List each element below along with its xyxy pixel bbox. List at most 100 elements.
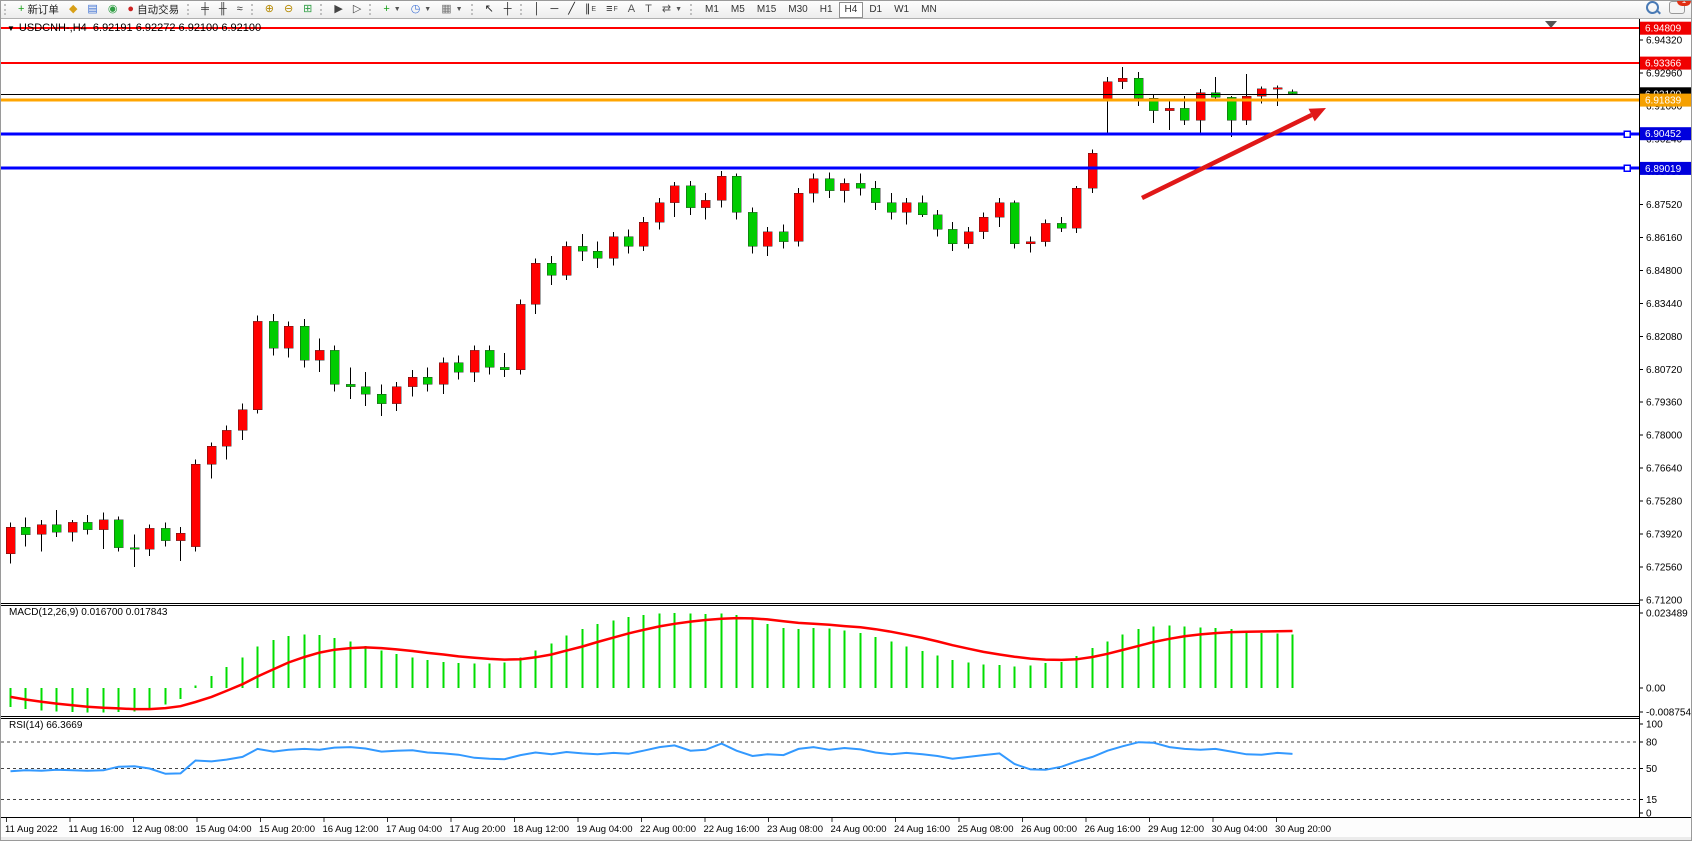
- candle: [917, 195, 928, 218]
- timeframe-h4-button[interactable]: H4: [838, 1, 864, 18]
- auto-scroll-button[interactable]: ▶: [329, 2, 347, 18]
- navigator-button[interactable]: ◉: [103, 2, 123, 18]
- hline-handle[interactable]: [1623, 130, 1631, 138]
- bar-chart-button[interactable]: ╪: [196, 2, 214, 18]
- zoom-out-button[interactable]: ⊖: [279, 2, 298, 18]
- toolbar-grip: [369, 4, 374, 15]
- macd-axis-label: 0.023489: [1646, 608, 1688, 619]
- candle-body: [762, 231, 773, 247]
- date-label: 30 Aug 20:00: [1275, 824, 1331, 835]
- tile-windows-button[interactable]: ⊞: [298, 2, 317, 18]
- new-order-button[interactable]: + 新订单: [13, 2, 64, 18]
- date-label: 30 Aug 04:00: [1212, 824, 1268, 835]
- candle: [314, 338, 325, 373]
- candle: [994, 197, 1005, 227]
- periods-button[interactable]: ◷ ▼: [406, 2, 437, 18]
- notifications-button[interactable]: 1: [1669, 1, 1691, 19]
- bar-chart-icon: ╪: [201, 3, 209, 15]
- timeframe-d1-button[interactable]: D1: [863, 2, 888, 18]
- trendline-button[interactable]: ╱: [563, 2, 580, 18]
- chart-shift-button[interactable]: ▷: [348, 2, 366, 18]
- candle: [144, 524, 155, 557]
- zoom-in-button[interactable]: ⊕: [260, 2, 279, 18]
- candle-body: [20, 527, 31, 535]
- timeframe-mn-button[interactable]: MN: [915, 2, 943, 18]
- channel-button[interactable]: ∥ E: [580, 2, 601, 18]
- candle: [1287, 89, 1298, 94]
- trend-arrow-shaft[interactable]: [1141, 113, 1313, 201]
- indicators-button[interactable]: + ▼: [378, 2, 405, 18]
- price-badge-bg: [1640, 21, 1691, 35]
- timeframe-h1-button[interactable]: H1: [814, 2, 839, 18]
- candle: [762, 226, 773, 256]
- text-label-button[interactable]: T: [640, 2, 657, 18]
- cursor-icon: ↖: [484, 3, 494, 15]
- candle: [113, 516, 124, 552]
- candle: [36, 519, 47, 552]
- search-button[interactable]: [1646, 1, 1659, 19]
- candle-body: [839, 183, 850, 191]
- data-window-button[interactable]: ▤: [82, 2, 102, 18]
- one-click-panel-toggle[interactable]: ▼: [7, 24, 15, 33]
- candle-body: [113, 519, 124, 548]
- rsi-pane: [1, 741, 1639, 801]
- candle: [221, 425, 232, 460]
- timeframe-m1-button[interactable]: M1: [699, 2, 725, 18]
- chart-shift-marker[interactable]: [1545, 21, 1557, 28]
- candle: [1272, 85, 1283, 106]
- date-label: 15 Aug 04:00: [196, 824, 252, 835]
- candle: [82, 515, 93, 535]
- candle-body: [963, 231, 974, 245]
- candle-body: [206, 445, 217, 465]
- toolbar-group: ↖ ┼: [468, 1, 517, 18]
- candle-body: [283, 326, 294, 349]
- timeframe-m15-button[interactable]: M15: [751, 2, 782, 18]
- toolbar-right: 1: [1646, 1, 1691, 19]
- text-button[interactable]: A: [623, 2, 640, 18]
- templates-button[interactable]: ▦ ▼: [436, 2, 467, 18]
- new-order-icon: +: [18, 3, 25, 15]
- candle: [345, 367, 356, 399]
- auto-trading-button[interactable]: ● 自动交易: [122, 2, 184, 18]
- fibonacci-button[interactable]: ≡ F: [601, 2, 623, 18]
- price-axis: 6.943206.929606.916006.902406.888806.875…: [1639, 19, 1691, 820]
- date-label: 19 Aug 04:00: [577, 824, 633, 835]
- candle: [407, 369, 418, 397]
- candle-body: [577, 246, 588, 252]
- candle: [1071, 185, 1082, 233]
- market-watch-button[interactable]: ◆: [64, 2, 82, 18]
- arrow-tools-button[interactable]: ⇄ ▼: [657, 2, 687, 18]
- axis-tick-label: 6.71200: [1646, 595, 1683, 606]
- date-label: 11 Aug 16:00: [69, 824, 124, 835]
- candle-body: [824, 178, 835, 191]
- candle-body: [1241, 95, 1252, 121]
- toolbar-group: ⊕ ⊖ ⊞: [248, 1, 318, 18]
- timeframe-m5-button[interactable]: M5: [725, 2, 751, 18]
- clock-icon: ◷: [410, 3, 421, 15]
- candlestick-chart-button[interactable]: ╫: [214, 2, 232, 18]
- crosshair-button[interactable]: ┼: [499, 2, 517, 18]
- toolbar-grip: [690, 4, 695, 15]
- chart-canvas[interactable]: 6.943206.929606.916006.902406.888806.875…: [1, 19, 1691, 840]
- trend-arrow[interactable]: [1141, 108, 1326, 201]
- arrow-tools-icon: ⇄: [661, 3, 672, 15]
- cursor-button[interactable]: ↖: [480, 2, 499, 18]
- candle: [561, 241, 572, 281]
- candle: [98, 512, 109, 549]
- horizontal-line-button[interactable]: ─: [545, 2, 563, 18]
- candle-body: [700, 200, 711, 208]
- axis-tick-label: 6.76640: [1646, 464, 1683, 475]
- candle-body: [1009, 202, 1020, 245]
- date-label: 26 Aug 16:00: [1085, 824, 1141, 835]
- hline-handle[interactable]: [1623, 164, 1631, 172]
- candle-body: [1287, 91, 1298, 94]
- candle-body: [268, 321, 279, 349]
- vertical-line-button[interactable]: │: [529, 2, 546, 18]
- timeframe-m30-button[interactable]: M30: [782, 2, 813, 18]
- candle-body: [793, 192, 804, 242]
- candle-body: [438, 362, 449, 385]
- timeframe-w1-button[interactable]: W1: [888, 2, 915, 18]
- date-label: 24 Aug 16:00: [894, 824, 950, 835]
- line-chart-button[interactable]: ≈: [232, 2, 248, 18]
- crosshair-icon: ┼: [503, 3, 512, 15]
